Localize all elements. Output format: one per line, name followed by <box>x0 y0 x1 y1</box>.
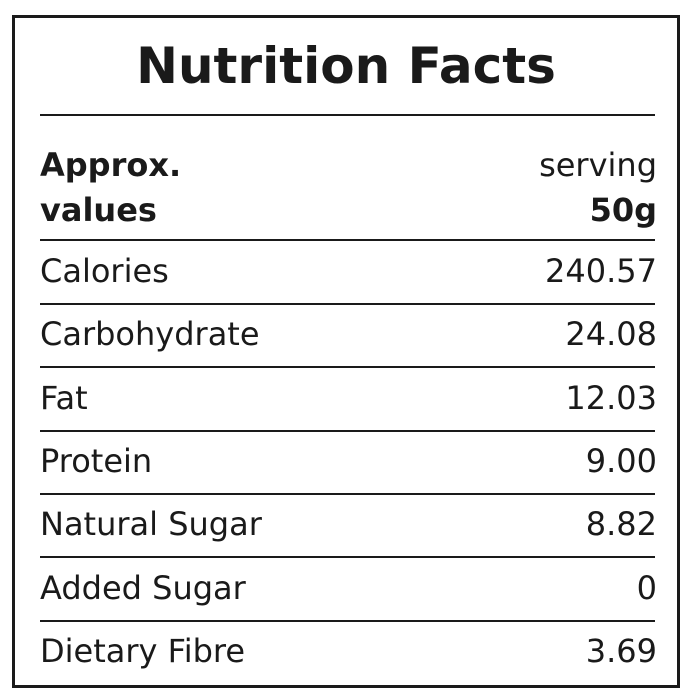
divider <box>40 619 655 622</box>
nutrient-value: 24.08 <box>565 315 657 354</box>
divider <box>40 114 655 116</box>
nutrient-value: 3.69 <box>585 631 657 670</box>
divider <box>40 429 655 432</box>
nutrient-value: 12.03 <box>565 378 657 417</box>
nutrition-panel: Nutrition Facts Approx. values serving 5… <box>12 15 680 688</box>
nutrient-name: Dietary Fibre <box>40 631 246 670</box>
header-label: Approx. values <box>40 146 182 229</box>
divider <box>40 239 655 241</box>
serving-size: 50g <box>589 191 657 229</box>
serving-label: serving <box>539 146 657 184</box>
nutrient-value: 240.57 <box>545 252 657 290</box>
nutrient-value: 8.82 <box>585 505 657 544</box>
nutrient-value: 0 <box>636 568 657 607</box>
nutrient-name: Protein <box>40 441 153 480</box>
nutrient-name: Added Sugar <box>40 568 246 607</box>
divider <box>40 303 655 305</box>
divider <box>40 492 655 495</box>
nutrient-name: Fat <box>40 378 88 417</box>
nutrient-name: Carbohydrate <box>40 315 260 354</box>
nutrient-name: Natural Sugar <box>40 505 262 544</box>
nutrient-value: 9.00 <box>585 441 657 480</box>
divider <box>40 366 655 369</box>
nutrient-name: Calories <box>40 252 169 290</box>
title: Nutrition Facts <box>136 37 556 95</box>
divider <box>40 556 655 559</box>
